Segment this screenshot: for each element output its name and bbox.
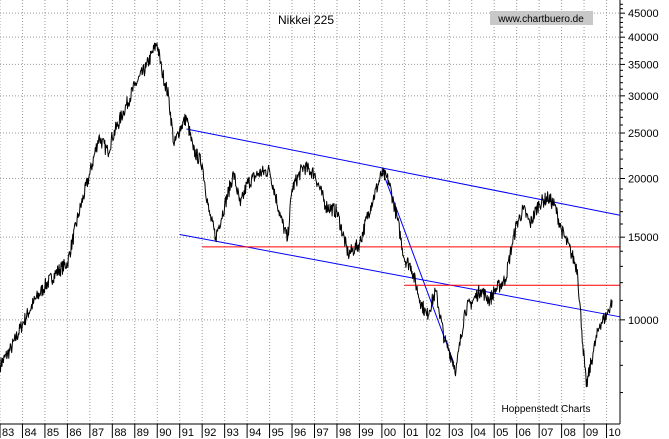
x-tick-label-99: 99 [361, 427, 373, 439]
trendline-0 [186, 128, 621, 216]
x-tick-label-83: 83 [2, 427, 14, 439]
y-tick-label-25000: 25000 [628, 128, 659, 140]
y-tick-label-35000: 35000 [628, 59, 659, 71]
y-tick-label-20000: 20000 [628, 174, 659, 186]
x-axis-ticks: 83 84 85 86 87 88 89 90 91 92 93 94 95 96 97 98 99 00 01 02… [0, 424, 621, 439]
trendlines [179, 128, 621, 363]
x-tick-label-05: 05 [496, 427, 508, 439]
y-axis-ticks: 10000 15000 20000 25000 30000 35000 40000 45000 [620, 3, 659, 394]
series-line-0 [0, 42, 613, 388]
x-tick-label-93: 93 [227, 427, 239, 439]
x-tick-label-94: 94 [249, 427, 261, 439]
y-tick-label-40000: 40000 [628, 32, 659, 44]
y-tick-label-30000: 30000 [628, 91, 659, 103]
x-tick-label-92: 92 [204, 427, 216, 439]
x-tick-label-97: 97 [316, 427, 328, 439]
x-tick-label-86: 86 [69, 427, 81, 439]
x-tick-label-04: 04 [474, 427, 486, 439]
chart-title: Nikkei 225 [278, 13, 334, 27]
watermark-background [490, 11, 593, 25]
x-tick-label-02: 02 [429, 427, 441, 439]
x-tick-label-90: 90 [159, 427, 171, 439]
x-tick-label-00: 00 [384, 427, 396, 439]
x-tick-label-89: 89 [137, 427, 149, 439]
x-tick-label-85: 85 [47, 427, 59, 439]
x-tick-label-98: 98 [339, 427, 351, 439]
x-tick-label-08: 08 [564, 427, 576, 439]
x-tick-label-88: 88 [114, 427, 126, 439]
x-tick-label-06: 06 [519, 427, 531, 439]
x-tick-label-10: 10 [609, 427, 621, 439]
trendline-1 [179, 233, 621, 318]
series [0, 42, 613, 388]
x-tick-label-84: 84 [24, 427, 36, 439]
y-tick-label-10000: 10000 [628, 315, 659, 327]
x-tick-label-01: 01 [406, 427, 418, 439]
x-tick-label-07: 07 [541, 427, 553, 439]
x-tick-label-95: 95 [272, 427, 284, 439]
y-tick-label-15000: 15000 [628, 232, 659, 244]
x-tick-label-96: 96 [294, 427, 306, 439]
x-tick-label-91: 91 [182, 427, 194, 439]
source-note: Hoppenstedt Charts [502, 404, 591, 415]
watermark-text: www.chartbuero.de [497, 14, 584, 25]
x-tick-label-03: 03 [451, 427, 463, 439]
x-tick-label-09: 09 [586, 427, 598, 439]
y-tick-label-45000: 45000 [628, 8, 659, 20]
x-tick-label-87: 87 [92, 427, 104, 439]
